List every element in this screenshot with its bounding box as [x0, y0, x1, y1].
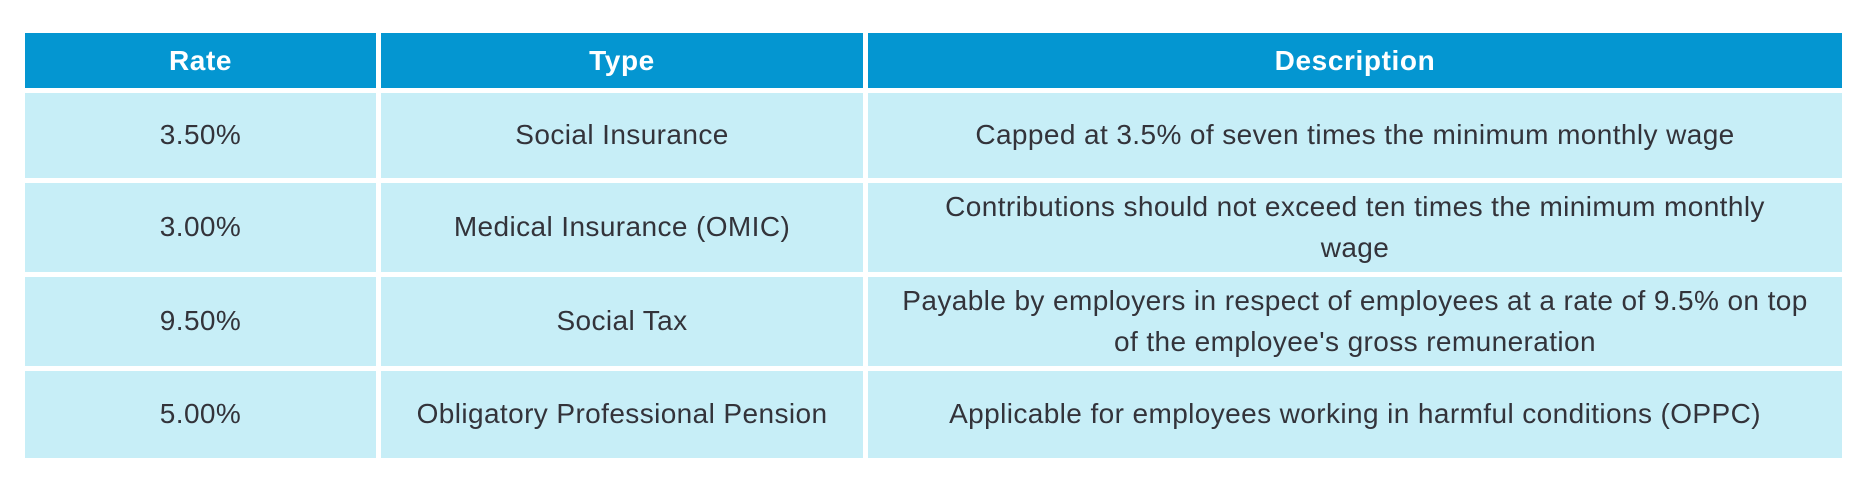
column-header-rate-label: Rate: [168, 44, 233, 76]
cell-type-row1: Social Insurance: [381, 93, 863, 178]
tax-rates-table: Rate Type Description 3.50% Social Insur…: [25, 33, 1842, 458]
cell-description-row4: Applicable for employees working in harm…: [868, 371, 1842, 458]
column-header-type-label: Type: [589, 44, 655, 76]
cell-rate-row3: 9.50%: [25, 277, 376, 366]
column-header-description: Description: [868, 33, 1842, 88]
cell-type-row3: Social Tax: [381, 277, 863, 366]
cell-rate-row2: 3.00%: [25, 183, 376, 272]
description-value: Contributions should not exceed ten time…: [945, 190, 1765, 263]
description-value: Applicable for employees working in harm…: [949, 398, 1761, 430]
cell-type-row2: Medical Insurance (OMIC): [381, 183, 863, 272]
rate-value: 9.50%: [159, 305, 242, 337]
description-value: Capped at 3.5% of seven times the minimu…: [975, 119, 1735, 151]
column-header-rate: Rate: [25, 33, 376, 88]
rate-value: 3.00%: [159, 211, 242, 243]
type-value: Social Tax: [556, 305, 688, 337]
cell-rate-row1: 3.50%: [25, 93, 376, 178]
type-value: Medical Insurance (OMIC): [453, 211, 791, 243]
cell-description-row2: Contributions should not exceed ten time…: [868, 183, 1842, 272]
cell-type-row4: Obligatory Professional Pension: [381, 371, 863, 458]
description-value: Payable by employers in respect of emplo…: [902, 284, 1808, 357]
column-header-type: Type: [381, 33, 863, 88]
column-header-description-label: Description: [1274, 44, 1436, 76]
cell-description-row3: Payable by employers in respect of emplo…: [868, 277, 1842, 366]
type-value: Social Insurance: [515, 119, 729, 151]
rate-value: 3.50%: [159, 119, 242, 151]
cell-rate-row4: 5.00%: [25, 371, 376, 458]
cell-description-row1: Capped at 3.5% of seven times the minimu…: [868, 93, 1842, 178]
type-value: Obligatory Professional Pension: [416, 398, 828, 430]
rate-value: 5.00%: [159, 398, 242, 430]
